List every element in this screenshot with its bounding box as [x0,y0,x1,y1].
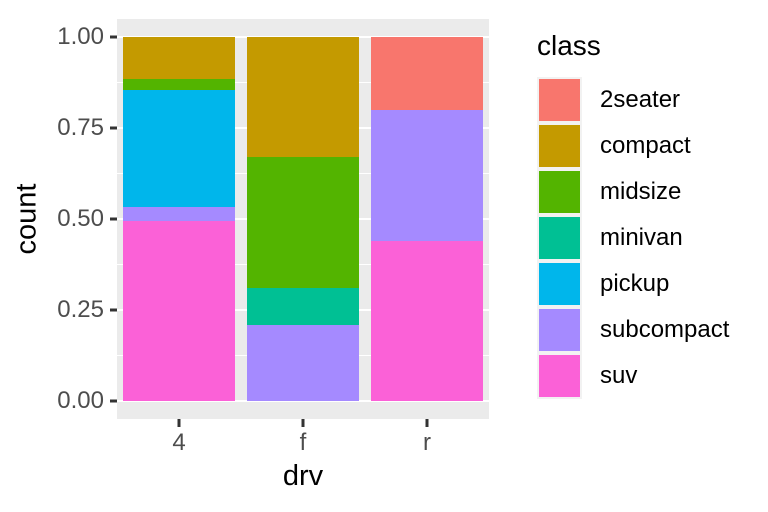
legend-swatch [539,171,580,213]
y-tick-mark [110,35,117,39]
y-tick-label: 1.00 [57,23,104,50]
bar-segment-4-compact [123,37,235,80]
legend-swatch [539,79,580,121]
legend-key [537,307,582,353]
legend-item-midsize: midsize [537,169,729,215]
gridline-major [117,35,489,39]
x-tick-label: f [299,429,307,456]
x-tick-mark [177,419,181,427]
legend-key [537,261,582,307]
legend-label: minivan [600,224,683,251]
y-tick-mark [110,308,117,312]
legend-item-pickup: pickup [537,261,729,307]
x-tick-label: 4 [172,429,186,456]
bar-segment-r-2seater [371,37,483,110]
legend-label: midsize [600,178,682,205]
y-tick-mark [110,217,117,221]
legend-swatch [539,125,580,167]
bar-segment-f-subcompact [247,325,359,401]
legend-item-2seater: 2seater [537,77,729,123]
x-axis-title: drv [282,460,324,492]
legend-label: suv [600,362,638,389]
legend-swatch [539,263,580,305]
legend-key [537,353,582,399]
y-tick-label: 0.50 [57,205,104,232]
y-tick-label: 0.75 [57,114,104,141]
legend-items: 2seater compact midsize minivan pickup subcom… [537,77,729,399]
x-tick-mark [425,419,429,427]
y-tick-label: 0.00 [57,387,104,414]
bar-segment-r-suv [371,240,483,401]
x-tick-mark [301,419,305,427]
legend-swatch [539,217,580,259]
legend-item-suv: suv [537,353,729,399]
legend-key [537,123,582,169]
legend-key [537,169,582,215]
bar-segment-4-suv [123,220,235,401]
legend-item-compact: compact [537,123,729,169]
legend-title: class [537,30,601,61]
bar-segment-4-pickup [123,90,235,207]
bar-segment-f-compact [247,37,359,158]
legend-label: subcompact [600,316,730,343]
y-tick-mark [110,126,117,130]
bar-segment-f-minivan [247,287,359,326]
legend-swatch [539,309,580,351]
legend-label: 2seater [600,86,681,113]
gridline-major [117,399,489,403]
legend-swatch [539,355,580,397]
y-tick-mark [110,399,117,403]
plot-panel [117,19,489,419]
legend: class 2seater compact midsize minivan pickup… [537,32,729,399]
legend-item-minivan: minivan [537,215,729,261]
bar-segment-f-midsize [247,157,359,288]
legend-item-subcompact: subcompact [537,307,729,353]
legend-label: compact [600,132,691,159]
bar-segment-4-midsize [123,79,235,91]
legend-label: pickup [600,270,670,297]
x-tick-label: r [423,429,431,456]
y-tick-label: 0.25 [57,296,104,323]
legend-key [537,215,582,261]
bar-segment-r-subcompact [371,109,483,241]
legend-key [537,77,582,123]
bar-segment-4-subcompact [123,206,235,221]
